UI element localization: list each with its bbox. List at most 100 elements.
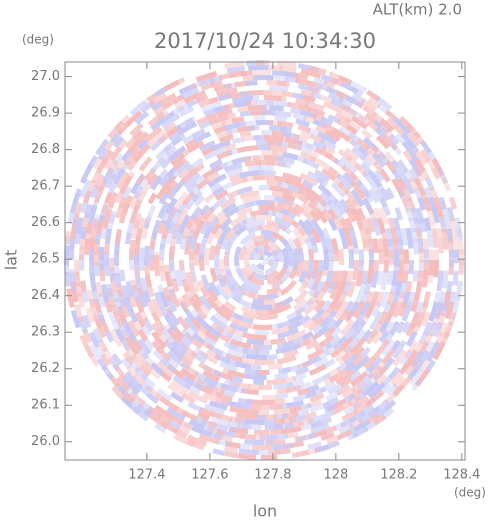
echo-cell [245,373,267,381]
echo-cell [247,165,262,172]
echo-cell [153,291,167,313]
echo-cell [343,401,361,415]
echo-cell [240,267,254,282]
echo-cell [432,321,444,338]
echo-cell [137,328,149,342]
echo-cell [428,260,435,276]
echo-cell [178,214,191,235]
echo-cell [224,378,241,388]
echo-cell [259,384,273,390]
echo-cell [217,225,232,245]
y-tick-label: 26.7 [31,179,60,194]
echo-cell [310,227,322,244]
echo-cell [385,187,395,200]
echo-cell [253,324,273,330]
echo-cell [383,249,390,264]
echo-cell [209,400,228,411]
echo-cell [211,139,231,152]
echo-cell [373,119,390,135]
echo-cell [239,190,260,200]
echo-cell [190,206,202,220]
echo-cell [346,124,359,135]
echo-cell [129,390,146,407]
echo-cell [305,193,320,206]
echo-cell [163,122,177,134]
echo-cell [372,365,389,382]
echo-cell [151,340,164,355]
echo-cell [246,338,264,345]
echo-cell [389,367,407,386]
echo-cell [332,198,347,216]
echo-cell [344,207,356,223]
y-tick-label: 27.0 [31,69,60,84]
echo-cell [250,303,273,310]
echo-cell [414,368,431,387]
echo-cell [261,89,273,96]
echo-cell [274,75,289,82]
echo-cell [239,246,248,260]
echo-cell [159,291,170,308]
echo-cell [109,329,123,348]
echo-cell [292,72,309,81]
echo-cell [336,360,350,373]
echo-cell [264,424,283,430]
echo-cell [297,280,309,294]
echo-cell [253,429,270,435]
echo-cell [344,189,359,207]
echo-cell [189,248,195,260]
echo-cell [355,372,375,390]
echo-cell [323,403,337,413]
echo-cell [410,227,418,242]
echo-cell [124,232,132,245]
echo-cell [370,301,382,318]
echo-cell [302,157,320,170]
echo-cell [210,416,231,427]
echo-cell [187,140,205,153]
echo-cell [398,280,408,299]
echo-cell [231,176,248,187]
echo-cell [420,148,432,163]
echo-cell [273,381,294,390]
echo-cell [161,113,181,129]
echo-cell [224,242,233,255]
echo-cell [338,422,355,435]
echo-cell [202,370,221,382]
echo-cell [284,136,304,147]
echo-cell [89,343,103,363]
echo-cell [239,70,253,77]
echo-cell [423,186,434,201]
echo-cell [115,283,124,298]
echo-cell [88,257,95,271]
echo-cell [147,173,159,186]
echo-cell [268,363,284,370]
echo-cell [322,410,335,419]
echo-cell [253,414,267,421]
echo-cell [267,252,275,267]
echo-cell [407,131,421,147]
echo-cell [357,145,370,157]
echo-cell [268,449,281,455]
echo-cell [302,260,309,274]
echo-cell [376,270,384,286]
echo-cell [292,112,308,122]
echo-cell [396,177,408,191]
echo-cell [376,135,391,150]
echo-cell [231,136,244,145]
echo-cell [229,213,248,228]
echo-cell [437,238,444,254]
echo-cell [125,280,134,298]
echo-cell [372,238,379,254]
echo-cell [108,180,119,194]
echo-cell [204,247,211,266]
echo-cell [165,307,181,327]
echo-cell [388,133,400,145]
echo-cell [340,415,357,428]
echo-cell [118,196,128,209]
echo-cell [253,75,274,81]
echo-cell [181,87,200,100]
echo-cell [156,168,169,182]
echo-cell [173,191,189,210]
echo-cell [379,197,392,217]
echo-cell [174,98,187,109]
echo-cell [186,157,204,173]
